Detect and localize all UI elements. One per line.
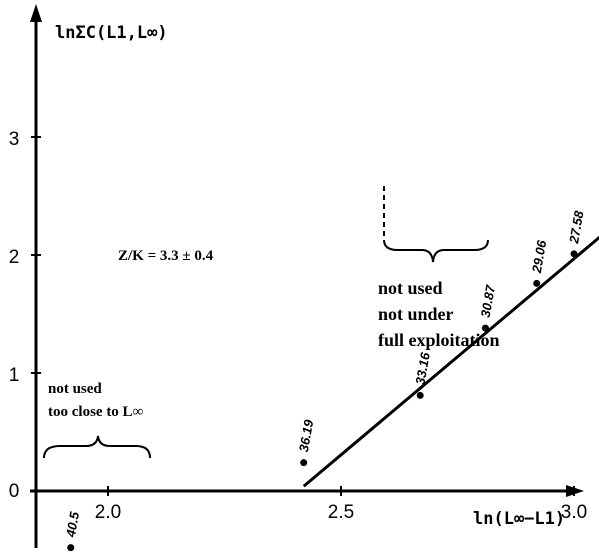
data-point xyxy=(67,544,75,552)
data-label: 30.87 xyxy=(478,283,499,318)
data-point xyxy=(570,250,578,258)
data-point xyxy=(481,324,489,332)
left-note-line-1: not used xyxy=(48,381,102,397)
left-note-line-2: too close to L∞ xyxy=(48,404,144,420)
data-point xyxy=(300,459,308,467)
regression-line xyxy=(302,235,599,488)
data-label: 27.58 xyxy=(566,209,587,245)
x-tick-label: 2.0 xyxy=(95,502,121,523)
y-tick-label: 0 xyxy=(9,481,20,502)
right-note-line-1: not used xyxy=(378,278,443,298)
data-label: 29.06 xyxy=(529,238,550,274)
y-axis-title: lnΣC(L1,L∞) xyxy=(55,23,168,43)
right-note-line-2: not under xyxy=(378,304,454,324)
x-tick-label: 3.0 xyxy=(561,502,587,523)
data-label: 33.16 xyxy=(412,351,433,386)
data-label: 40.5 xyxy=(63,510,82,539)
x-tick-label: 2.5 xyxy=(328,502,354,523)
left-note-brace xyxy=(43,435,151,459)
right-note-brace xyxy=(383,239,489,263)
x-axis-title: ln(L∞−L1) xyxy=(473,509,565,529)
data-point xyxy=(416,391,424,399)
slope-annotation: Z/K = 3.3 ± 0.4 xyxy=(118,248,214,264)
data-point xyxy=(533,279,541,287)
right-note-line-3: full exploitation xyxy=(378,330,500,350)
y-axis-arrow xyxy=(30,4,42,22)
points-group: 40.536.1933.1630.8729.0627.5825.2722.151… xyxy=(63,209,587,552)
y-tick-label: 3 xyxy=(9,129,20,150)
y-tick-label: 1 xyxy=(9,365,20,386)
y-tick-label: 2 xyxy=(9,247,20,268)
data-label: 36.19 xyxy=(296,418,317,453)
ticks-group: 2.02.53.03.50123 xyxy=(9,129,588,523)
